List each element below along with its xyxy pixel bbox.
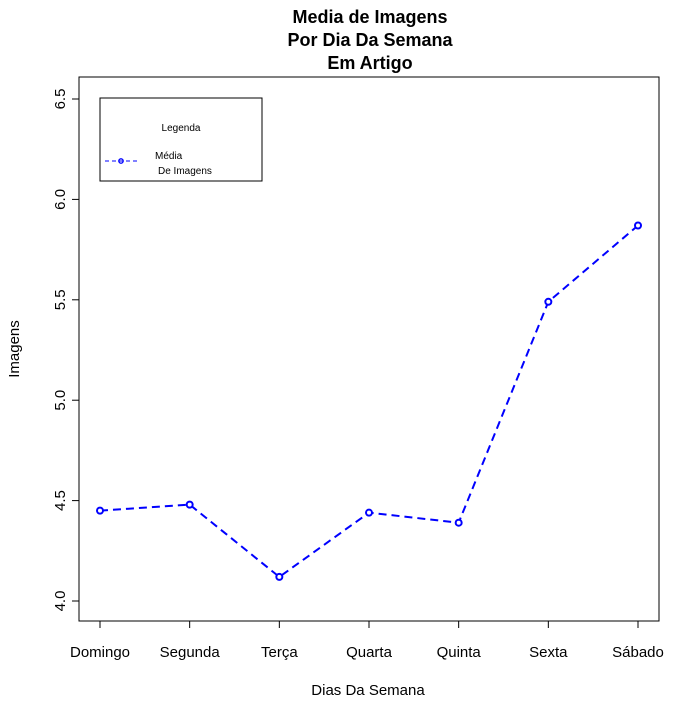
legend-title: Legenda — [162, 123, 201, 134]
data-point — [634, 221, 642, 230]
data-point — [454, 518, 463, 527]
y-tick-label: 5.5 — [52, 289, 69, 310]
y-tick-label: 4.0 — [52, 591, 69, 612]
chart-title-line-3: Em Artigo — [327, 53, 413, 73]
chart-title-line-2: Por Dia Da Semana — [287, 30, 453, 50]
x-tick-label: Sábado — [612, 644, 664, 661]
x-tick-label: Sexta — [529, 644, 568, 661]
legend-label-line-2: De Imagens — [158, 166, 212, 177]
x-tick-label: Segunda — [160, 644, 221, 661]
data-point — [185, 500, 194, 509]
series-line — [99, 224, 639, 578]
y-tick-label: 6.5 — [52, 89, 69, 110]
y-axis-label: Imagens — [6, 320, 23, 378]
y-tick-label: 6.0 — [52, 189, 69, 210]
series-layer — [96, 221, 642, 581]
x-tick-label: Quarta — [346, 644, 393, 661]
chart-title-line-1: Media de Imagens — [292, 7, 448, 27]
data-point — [365, 508, 373, 517]
y-axis: 4.0 4.5 5.0 5.5 6.0 6.5 — [52, 89, 80, 612]
x-axis-label: Dias Da Semana — [311, 682, 425, 699]
y-tick-label: 5.0 — [52, 390, 69, 411]
data-point — [275, 572, 284, 581]
y-tick-label: 4.5 — [52, 490, 69, 511]
x-axis: Domingo Segunda Terça Quarta Quinta Sexta Sába… — [70, 620, 664, 661]
legend: Legenda Média De Imagens — [99, 97, 263, 182]
data-point — [544, 297, 553, 306]
legend-label-line-1: Média — [155, 151, 183, 162]
x-tick-label: Quinta — [437, 644, 482, 661]
x-tick-label: Terça — [261, 644, 298, 661]
legend-marker-sample — [118, 158, 124, 164]
legend-box — [99, 97, 263, 182]
x-tick-label: Domingo — [70, 644, 130, 661]
data-point — [96, 506, 104, 515]
